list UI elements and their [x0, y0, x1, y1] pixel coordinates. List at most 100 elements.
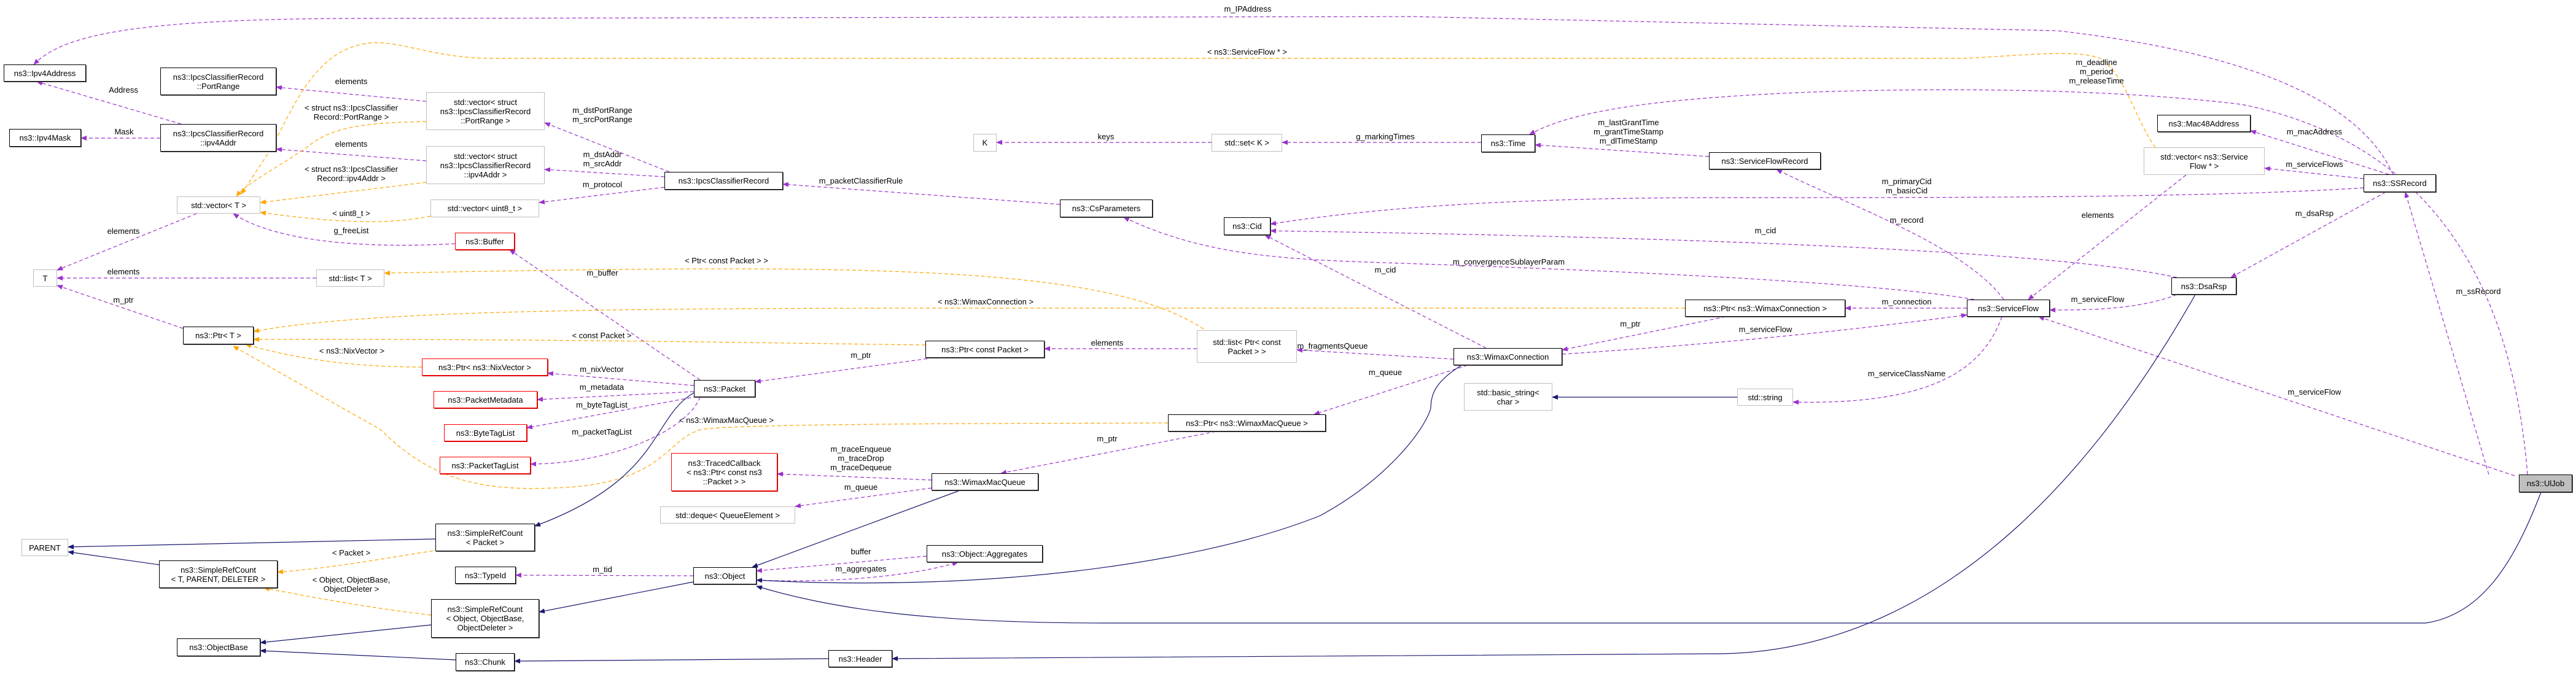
label-m-queue-conn: m_queue — [1368, 368, 1403, 377]
node-wimaxmacqueue[interactable]: ns3::WimaxMacQueue — [932, 473, 1038, 490]
label-nixvector: m_nixVector — [580, 365, 624, 374]
node-ptr-wimaxconnection[interactable]: ns3::Ptr< ns3::WimaxConnection > — [1685, 300, 1845, 317]
node-cid[interactable]: ns3::Cid — [1224, 217, 1270, 235]
label-tid: m_tid — [593, 565, 612, 574]
label-elements-portrange: elements — [335, 77, 368, 86]
node-mac48address[interactable]: ns3::Mac48Address — [2157, 115, 2251, 132]
node-serviceflowrecord[interactable]: ns3::ServiceFlowRecord — [1709, 152, 1821, 169]
label-portranges: m_dstPortRange m_srcPortRange — [572, 106, 632, 124]
label-aggregates: m_aggregates — [835, 564, 887, 573]
node-csparameters[interactable]: ns3::CsParameters — [1060, 199, 1153, 217]
label-elements-vec: elements — [107, 227, 140, 236]
edge-tmpl-portrange — [236, 121, 427, 197]
node-simplerefcount-object[interactable]: ns3::SimpleRefCount < Object, ObjectBase… — [431, 599, 539, 638]
node-packetmetadata[interactable]: ns3::PacketMetadata — [434, 391, 537, 408]
node-portrange[interactable]: ns3::IpcsClassifierRecord ::PortRange — [160, 68, 276, 95]
node-vector-portrange: std::vector< struct ns3::IpcsClassifierR… — [426, 92, 545, 130]
edge-ipv4addr-elements — [276, 147, 427, 161]
node-packet[interactable]: ns3::Packet — [694, 380, 755, 397]
label-ssrecord: m_ssRecord — [2456, 287, 2501, 296]
label-serviceflows: m_serviceFlows — [2286, 160, 2343, 169]
node-bytetaglist[interactable]: ns3::ByteTagList — [444, 424, 527, 441]
node-objectbase[interactable]: ns3::ObjectBase — [177, 638, 260, 656]
node-packettaglist[interactable]: ns3::PacketTagList — [440, 457, 531, 474]
node-k: K — [973, 134, 997, 152]
node-ptr-nixvector[interactable]: ns3::Ptr< ns3::NixVector > — [422, 358, 548, 376]
edge-tmpl-nix — [245, 343, 422, 368]
edge-mptr-conn — [1562, 316, 1726, 352]
node-simplerefcount-t[interactable]: ns3::SimpleRefCount < T, PARENT, DELETER… — [159, 560, 278, 588]
node-chunk[interactable]: ns3::Chunk — [456, 653, 515, 671]
edge-traces — [777, 471, 932, 481]
label-cids: m_primaryCid m_basicCid — [1881, 177, 1932, 195]
label-tmpl-object: < Object, ObjectBase, ObjectDeleter > — [312, 575, 391, 594]
edge-sf-dsa — [2049, 294, 2177, 312]
node-ptr-t[interactable]: ns3::Ptr< T > — [183, 327, 254, 344]
edge-inherit-header — [514, 658, 829, 664]
label-ipaddress: m_IPAddress — [1224, 4, 1272, 14]
edge-uljob-times — [1529, 89, 2528, 475]
node-dsarsp[interactable]: ns3::DsaRsp — [2171, 277, 2236, 295]
edge-inherit-dsarsp — [892, 294, 2196, 661]
label-dsarsp: m_dsaRsp — [2295, 209, 2334, 218]
node-ipv4addr[interactable]: ns3::IpcsClassifierRecord ::ipv4Addr — [160, 124, 276, 152]
edge-inherit-object — [539, 581, 694, 614]
node-typeid[interactable]: ns3::TypeId — [455, 567, 516, 584]
edge-packettaglist — [530, 397, 701, 467]
node-ipcsclassifierrecord[interactable]: ns3::IpcsClassifierRecord — [664, 172, 783, 190]
label-mask: Mask — [114, 127, 134, 136]
node-wimaxconnection[interactable]: ns3::WimaxConnection — [1453, 348, 1562, 365]
edge-inherit-src-object — [260, 624, 432, 645]
node-ptr-const-packet[interactable]: ns3::Ptr< const Packet > — [925, 341, 1045, 358]
node-ptr-wimaxmacqueue[interactable]: ns3::Ptr< ns3::WimaxMacQueue > — [1168, 414, 1326, 432]
label-cid-conn: m_cid — [1374, 265, 1396, 274]
node-vector-serviceflow: std::vector< ns3::Service Flow * > — [2144, 147, 2265, 175]
edge-sf-uljob — [2038, 316, 2515, 476]
node-tracedcallback[interactable]: ns3::TracedCallback < ns3::Ptr< const ns… — [671, 453, 777, 491]
node-string: std::string — [1737, 389, 1793, 406]
node-serviceflow[interactable]: ns3::ServiceFlow — [1967, 300, 2050, 317]
edge-queue-deque — [795, 487, 932, 508]
edge-cid-dsa — [1270, 228, 2177, 278]
label-m-buffer: m_buffer — [586, 268, 618, 277]
node-buffer[interactable]: ns3::Buffer — [455, 233, 515, 250]
node-ipv4address[interactable]: ns3::Ipv4Address — [4, 64, 86, 82]
node-ssrecord[interactable]: ns3::SSRecord — [2364, 174, 2436, 192]
label-sf-conn: m_serviceFlow — [1738, 325, 1792, 334]
label-elements-list: elements — [107, 267, 140, 276]
edge-protocol — [539, 187, 665, 204]
edge-address — [36, 80, 182, 125]
label-m-ptr-queue: m_ptr — [1097, 434, 1118, 443]
edge-sf-conn — [1562, 313, 1967, 355]
label-tmpl-macqueue: < ns3::WimaxMacQueue > — [679, 416, 774, 425]
node-object[interactable]: ns3::Object — [693, 567, 757, 584]
label-classifier-rule: m_packetClassifierRule — [819, 176, 903, 185]
edge-mptr-packet — [755, 357, 934, 384]
node-vector-t: std::vector< T > — [177, 196, 260, 214]
edge-classifier-rule — [782, 182, 1060, 205]
node-deque: std::deque< QueueElement > — [660, 506, 795, 524]
node-time[interactable]: ns3::Time — [1481, 134, 1535, 152]
node-header[interactable]: ns3::Header — [828, 650, 892, 667]
edge-tmpl-macqueue — [233, 346, 1169, 489]
edge-fragments — [1296, 347, 1454, 360]
label-tmpl-portrange: < struct ns3::IpcsClassifier Record::Por… — [304, 103, 399, 122]
edge-buffer — [509, 249, 701, 381]
label-sf-ptr-tmpl: < ns3::ServiceFlow * > — [1207, 47, 1288, 56]
node-object-aggregates[interactable]: ns3::Object::Aggregates — [927, 545, 1043, 562]
node-vector-uint8: std::vector< uint8_t > — [430, 199, 539, 217]
label-connection: m_connection — [1881, 297, 1932, 306]
node-ipv4mask[interactable]: ns3::Ipv4Mask — [9, 129, 81, 147]
label-sf-dsa: m_serviceFlow — [2071, 295, 2125, 304]
edge-classname — [1792, 316, 2002, 405]
edge-ipaddress — [33, 16, 2394, 175]
label-tmpl-packet: < Packet > — [332, 548, 371, 557]
label-tmpl-ipv4addr: < struct ns3::IpcsClassifier Record::ipv… — [304, 165, 399, 183]
label-elements-sf: elements — [2081, 211, 2114, 220]
label-m-ptr-packet: m_ptr — [850, 351, 871, 360]
node-simplerefcount-packet[interactable]: ns3::SimpleRefCount < Packet > — [435, 524, 535, 551]
edge-tid — [515, 573, 694, 578]
label-markingtimes: g_markingTimes — [1356, 132, 1415, 141]
label-m-ptr-conn: m_ptr — [1620, 319, 1641, 328]
